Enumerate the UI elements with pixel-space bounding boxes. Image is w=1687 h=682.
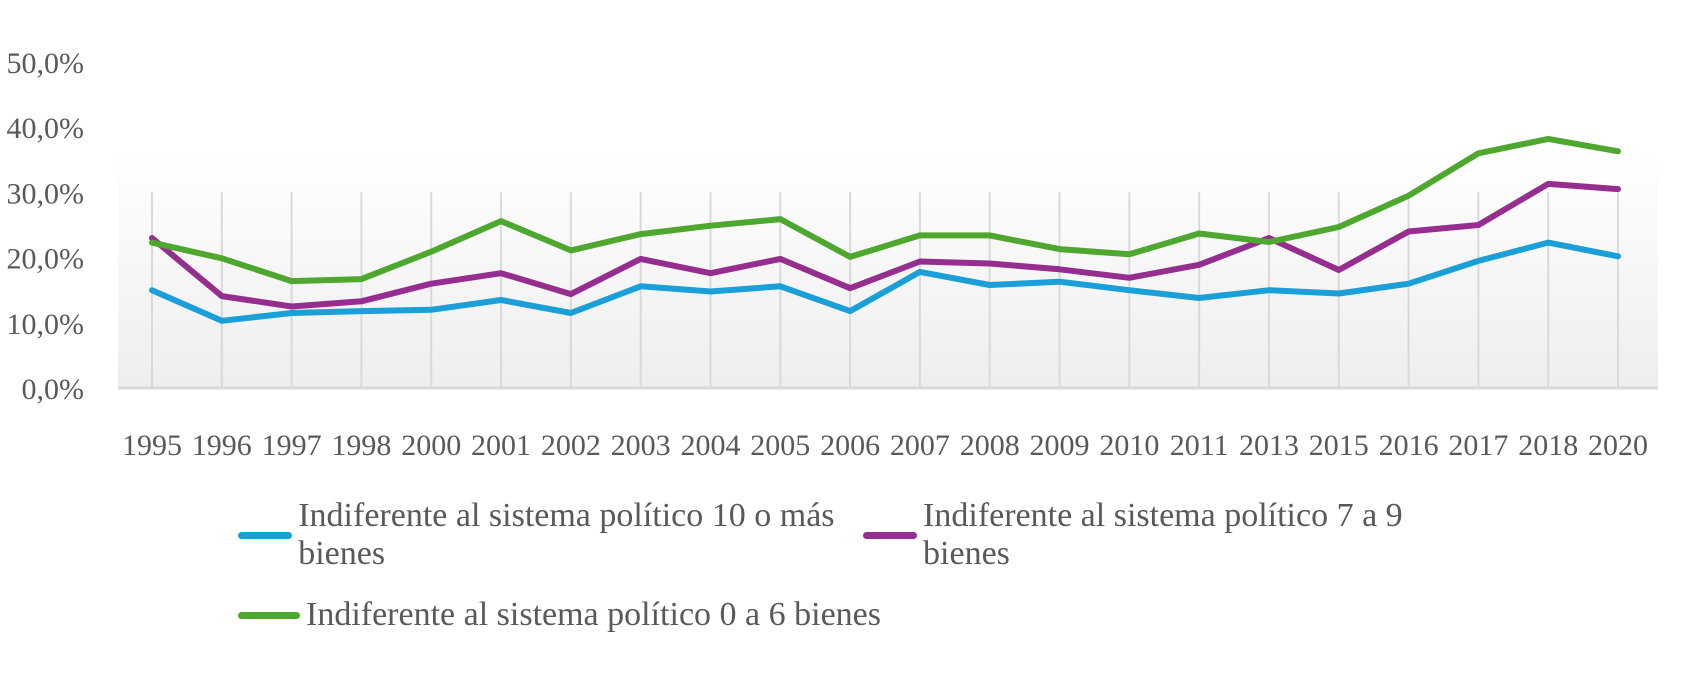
x-tick-label: 2011	[1170, 429, 1229, 462]
plot-area-background	[118, 150, 1658, 388]
legend-item-7-to-9: Indiferente al sistema político 7 a 9 bi…	[862, 497, 1426, 573]
x-tick-label: 2017	[1448, 429, 1508, 462]
y-tick-label: 40,0%	[7, 112, 85, 145]
x-tick-label: 2018	[1518, 429, 1578, 462]
x-tick-label: 2010	[1099, 429, 1159, 462]
x-tick-label: 2015	[1309, 429, 1369, 462]
x-axis-ticks: 1995 1996 1997 1998 2000 2001 2002 2003 2004 2005…	[122, 429, 1648, 462]
x-tick-label: 1995	[122, 429, 182, 462]
y-tick-label: 10,0%	[7, 308, 85, 341]
legend-swatch-blue	[238, 531, 293, 539]
y-axis-ticks: 0,0% 10,0% 20,0% 30,0% 40,0% 50,0%	[7, 47, 85, 406]
series-lines	[149, 135, 1621, 324]
x-tick-label: 1998	[331, 429, 391, 462]
series-line-1	[149, 180, 1621, 310]
legend-item-0-to-6: Indiferente al sistema político 0 a 6 bi…	[238, 596, 881, 634]
legend-row: Indiferente al sistema político 0 a 6 bi…	[238, 585, 1438, 645]
y-tick-label: 0,0%	[22, 373, 85, 406]
legend-swatch-green	[238, 611, 300, 619]
x-tick-label: 2009	[1030, 429, 1090, 462]
x-tick-label: 2006	[820, 429, 880, 462]
x-tick-label: 2003	[611, 429, 671, 462]
x-tick-label: 2016	[1379, 429, 1439, 462]
legend-label: Indiferente al sistema político 0 a 6 bi…	[306, 596, 881, 633]
x-tick-label: 2013	[1239, 429, 1299, 462]
legend-label: Indiferente al sistema político 10 o más…	[298, 497, 835, 572]
series-line-2	[149, 135, 1621, 285]
y-tick-label: 20,0%	[7, 243, 85, 276]
legend-label: Indiferente al sistema político 7 a 9 bi…	[923, 497, 1403, 572]
legend: Indiferente al sistema político 10 o más…	[238, 497, 1438, 665]
legend-item-10-or-more: Indiferente al sistema político 10 o más…	[238, 497, 851, 573]
x-tick-label: 2005	[750, 429, 810, 462]
x-tick-label: 2007	[890, 429, 950, 462]
y-tick-label: 30,0%	[7, 177, 85, 210]
x-tick-label: 2008	[960, 429, 1020, 462]
x-tick-label: 2001	[471, 429, 531, 462]
legend-swatch-purple	[862, 531, 918, 539]
x-tick-label: 1996	[192, 429, 252, 462]
legend-row: Indiferente al sistema político 10 o más…	[238, 497, 1438, 572]
x-tick-label: 2004	[680, 429, 740, 462]
x-tick-label: 2020	[1588, 429, 1648, 462]
y-tick-label: 50,0%	[7, 47, 85, 80]
x-tick-label: 2000	[401, 429, 461, 462]
x-tick-label: 2002	[541, 429, 601, 462]
x-tick-label: 1997	[262, 429, 322, 462]
series-line-0	[149, 239, 1621, 324]
